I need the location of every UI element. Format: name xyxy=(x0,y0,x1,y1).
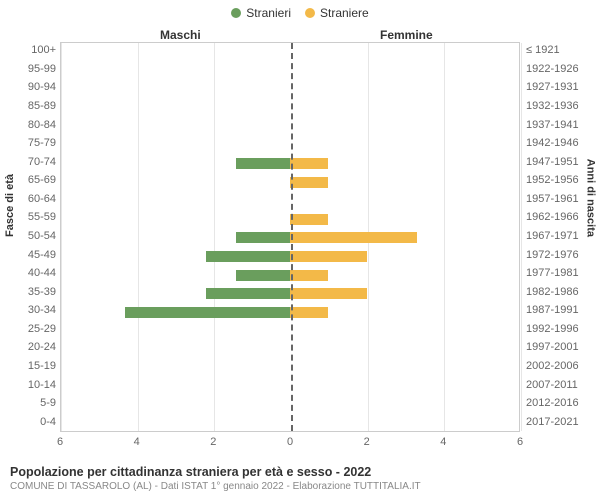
legend-label-male: Stranieri xyxy=(246,6,291,20)
chart-footer: Popolazione per cittadinanza straniera p… xyxy=(10,465,590,492)
pyramid-row xyxy=(61,340,519,359)
x-axis-tick: 4 xyxy=(134,436,140,448)
bar-female xyxy=(290,177,328,188)
birth-year-label: 1952-1956 xyxy=(526,174,594,186)
birth-year-label: 2012-2016 xyxy=(526,397,594,409)
birth-year-label: 1982-1986 xyxy=(526,286,594,298)
legend-dot-female xyxy=(305,8,315,18)
x-axis-tick: 4 xyxy=(440,436,446,448)
pyramid-row xyxy=(61,62,519,81)
birth-year-label: 1977-1981 xyxy=(526,267,594,279)
age-label: 85-89 xyxy=(4,100,56,112)
birth-year-label: 1932-1936 xyxy=(526,100,594,112)
pyramid-row xyxy=(61,322,519,341)
birth-year-label: 1927-1931 xyxy=(526,81,594,93)
pyramid-row xyxy=(61,229,519,248)
pyramid-row xyxy=(61,266,519,285)
pyramid-row xyxy=(61,284,519,303)
bar-female xyxy=(290,214,328,225)
bar-female xyxy=(290,232,417,243)
age-label: 100+ xyxy=(4,44,56,56)
pyramid-row xyxy=(61,80,519,99)
age-label: 15-19 xyxy=(4,360,56,372)
birth-year-label: 1987-1991 xyxy=(526,304,594,316)
bar-male xyxy=(236,158,290,169)
pyramid-row xyxy=(61,210,519,229)
age-label: 0-4 xyxy=(4,416,56,428)
birth-year-label: 1922-1926 xyxy=(526,63,594,75)
age-label: 45-49 xyxy=(4,249,56,261)
pyramid-row xyxy=(61,396,519,415)
age-label: 30-34 xyxy=(4,304,56,316)
age-label: 75-79 xyxy=(4,137,56,149)
legend-dot-male xyxy=(231,8,241,18)
footer-title: Popolazione per cittadinanza straniera p… xyxy=(10,465,590,479)
pyramid-row xyxy=(61,43,519,62)
birth-year-label: 1967-1971 xyxy=(526,230,594,242)
x-axis-tick: 0 xyxy=(287,436,293,448)
x-axis-tick: 2 xyxy=(210,436,216,448)
bar-male xyxy=(125,307,290,318)
bar-female xyxy=(290,251,367,262)
age-label: 35-39 xyxy=(4,286,56,298)
age-label: 60-64 xyxy=(4,193,56,205)
pyramid-row xyxy=(61,173,519,192)
pyramid-plot-area xyxy=(60,42,520,432)
birth-year-label: 1957-1961 xyxy=(526,193,594,205)
birth-year-label: 1962-1966 xyxy=(526,211,594,223)
age-label: 95-99 xyxy=(4,63,56,75)
bar-female xyxy=(290,307,328,318)
column-header-left: Maschi xyxy=(160,28,201,42)
age-label: 40-44 xyxy=(4,267,56,279)
pyramid-row xyxy=(61,359,519,378)
bar-male xyxy=(236,232,290,243)
x-axis-tick: 2 xyxy=(364,436,370,448)
legend-item-female: Straniere xyxy=(305,6,369,20)
chart-legend: Stranieri Straniere xyxy=(0,6,600,20)
birth-year-label: 1972-1976 xyxy=(526,249,594,261)
bar-male xyxy=(206,251,290,262)
pyramid-row xyxy=(61,117,519,136)
age-label: 50-54 xyxy=(4,230,56,242)
x-axis-tick: 6 xyxy=(57,436,63,448)
pyramid-row xyxy=(61,99,519,118)
pyramid-row xyxy=(61,192,519,211)
age-label: 5-9 xyxy=(4,397,56,409)
age-label: 20-24 xyxy=(4,341,56,353)
birth-year-label: 2007-2011 xyxy=(526,379,594,391)
column-header-right: Femmine xyxy=(380,28,433,42)
birth-year-label: 2002-2006 xyxy=(526,360,594,372)
pyramid-row xyxy=(61,247,519,266)
age-label: 80-84 xyxy=(4,119,56,131)
age-label: 55-59 xyxy=(4,211,56,223)
age-label: 90-94 xyxy=(4,81,56,93)
footer-subtitle: COMUNE DI TASSAROLO (AL) - Dati ISTAT 1°… xyxy=(10,481,590,492)
birth-year-label: 1937-1941 xyxy=(526,119,594,131)
age-label: 10-14 xyxy=(4,379,56,391)
pyramid-row xyxy=(61,377,519,396)
pyramid-row xyxy=(61,414,519,433)
age-label: 70-74 xyxy=(4,156,56,168)
pyramid-row xyxy=(61,303,519,322)
birth-year-label: ≤ 1921 xyxy=(526,44,594,56)
pyramid-row xyxy=(61,154,519,173)
birth-year-label: 1942-1946 xyxy=(526,137,594,149)
legend-label-female: Straniere xyxy=(320,6,369,20)
birth-year-label: 1992-1996 xyxy=(526,323,594,335)
age-label: 25-29 xyxy=(4,323,56,335)
bar-female xyxy=(290,288,367,299)
birth-year-label: 2017-2021 xyxy=(526,416,594,428)
legend-item-male: Stranieri xyxy=(231,6,291,20)
bar-male xyxy=(206,288,290,299)
pyramid-row xyxy=(61,136,519,155)
birth-year-label: 1947-1951 xyxy=(526,156,594,168)
bar-male xyxy=(236,270,290,281)
bar-female xyxy=(290,158,328,169)
birth-year-label: 1997-2001 xyxy=(526,341,594,353)
bar-female xyxy=(290,270,328,281)
x-axis-tick: 6 xyxy=(517,436,523,448)
age-label: 65-69 xyxy=(4,174,56,186)
